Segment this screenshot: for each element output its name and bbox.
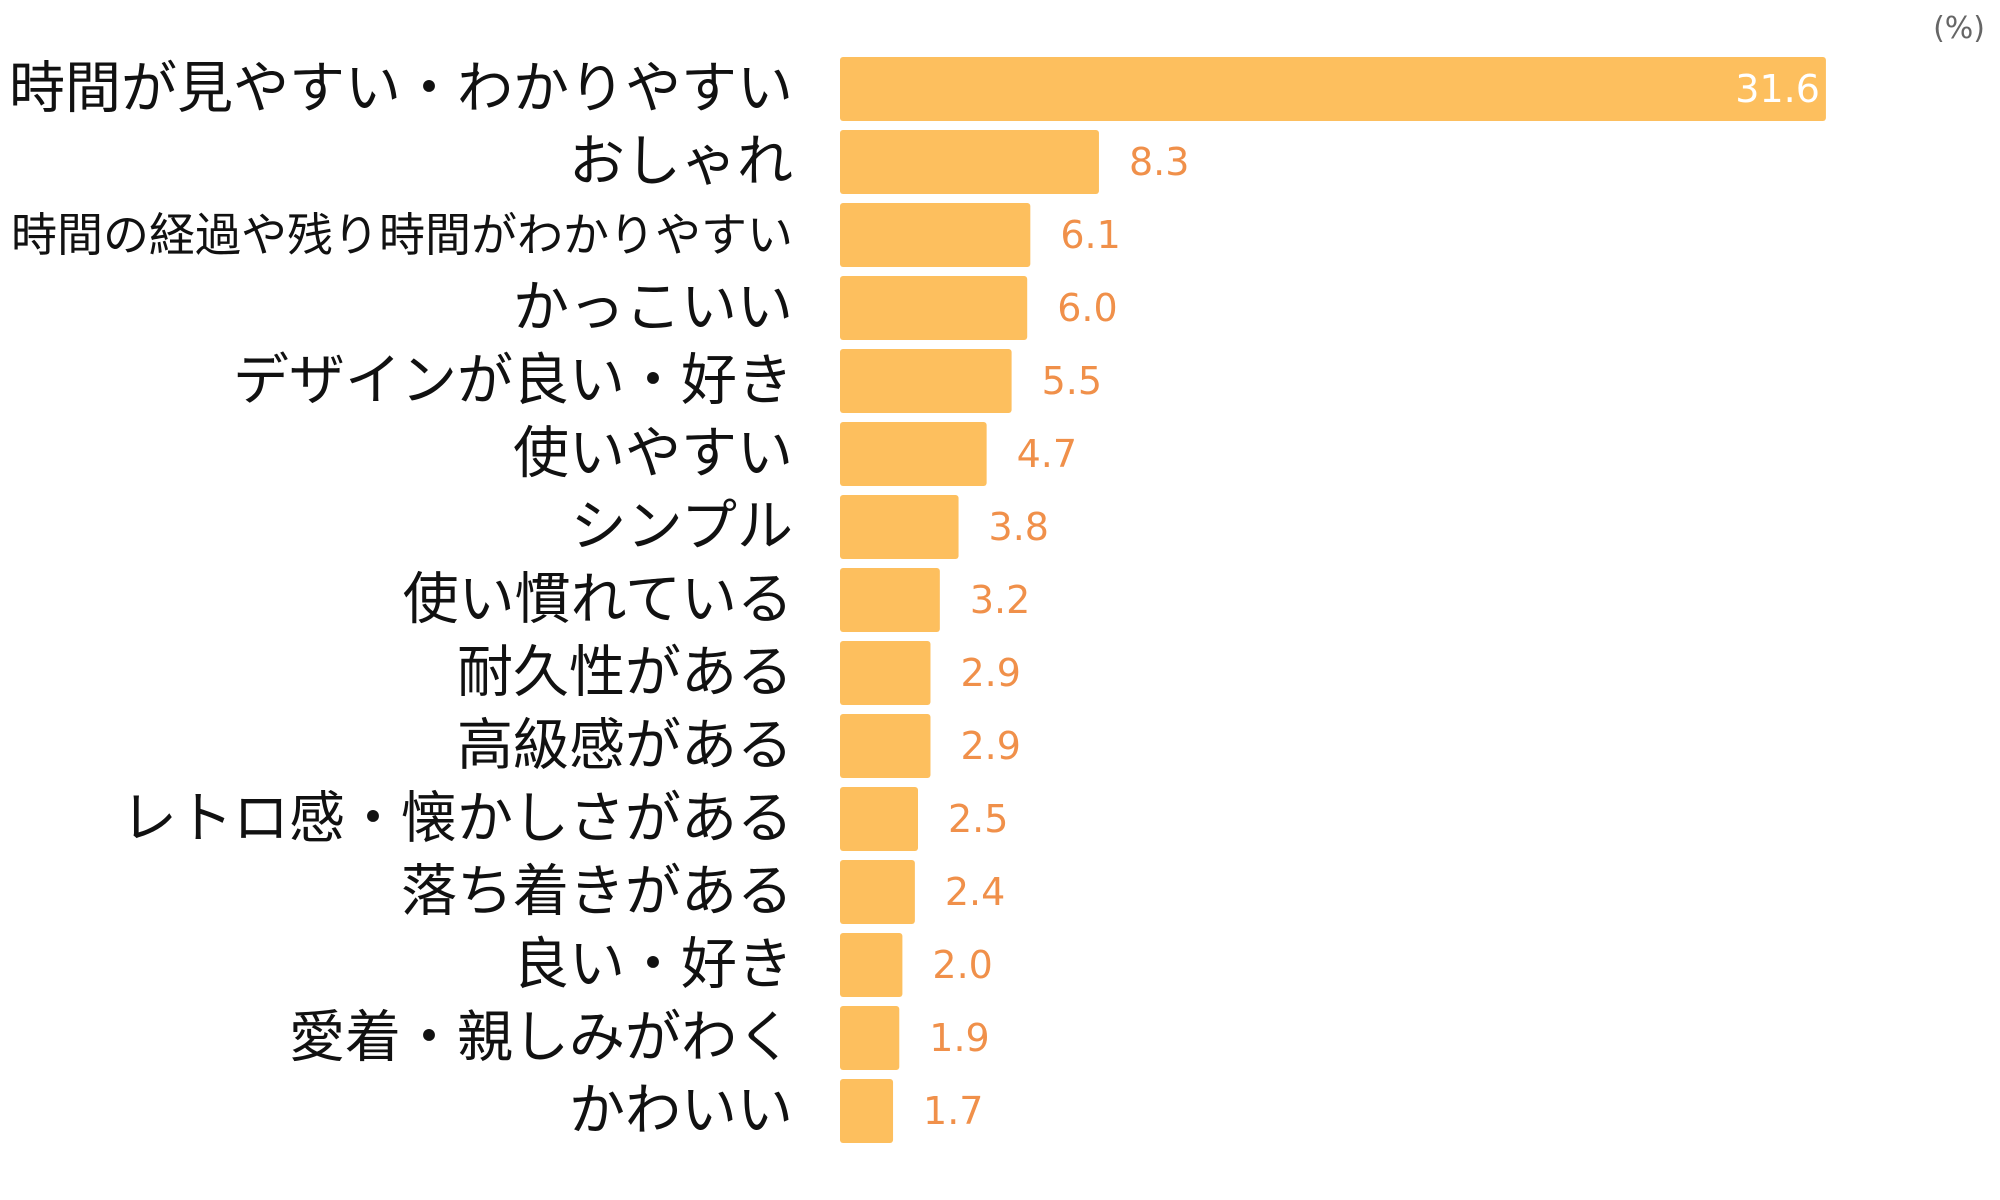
- category-label: 時間の経過や残り時間がわかりやすい: [11, 208, 793, 262]
- bar: [840, 860, 915, 924]
- value-label: 2.0: [932, 943, 992, 987]
- bar: [840, 495, 959, 559]
- value-label: 2.4: [945, 870, 1005, 914]
- bar: [840, 1006, 900, 1070]
- category-label: かっこいい: [513, 276, 793, 341]
- category-label: シンプル: [571, 495, 793, 560]
- bar: [840, 130, 1099, 194]
- value-label: 2.9: [960, 651, 1020, 695]
- bar: [840, 714, 931, 778]
- value-label: 8.3: [1129, 140, 1189, 184]
- value-label: 31.6: [1735, 67, 1820, 111]
- category-label: 使いやすい: [513, 422, 793, 487]
- category-label: 使い慣れている: [403, 568, 793, 633]
- category-label: 高級感がある: [457, 714, 793, 779]
- bar: [840, 276, 1028, 340]
- bar: [840, 422, 987, 486]
- value-label: 4.7: [1017, 432, 1077, 476]
- bar: [840, 349, 1012, 413]
- category-label: レトロ感・懐かしさがある: [121, 787, 793, 852]
- category-label: 耐久性がある: [457, 641, 793, 706]
- bar: [840, 203, 1031, 267]
- category-label: 落ち着きがある: [401, 860, 793, 925]
- category-label: 愛着・親しみがわく: [289, 1006, 793, 1071]
- bar: [840, 57, 1826, 121]
- value-label: 3.2: [970, 578, 1030, 622]
- bar: [840, 568, 940, 632]
- value-label: 1.9: [929, 1016, 989, 1060]
- bar: [840, 933, 903, 997]
- value-label: 5.5: [1042, 359, 1102, 403]
- bars-group: 時間が見やすい・わかりやすい 31.6 おしゃれ 8.3 時間の経過や残り時間がわかりや…: [9, 57, 1826, 1144]
- category-label: 良い・好き: [513, 933, 793, 998]
- value-label: 1.7: [923, 1089, 983, 1133]
- category-label: かわいい: [569, 1079, 793, 1144]
- bar: [840, 787, 918, 851]
- value-label: 2.9: [960, 724, 1020, 768]
- category-label: おしゃれ: [569, 130, 793, 195]
- bar: [840, 641, 931, 705]
- value-label: 6.0: [1057, 286, 1117, 330]
- value-label: 2.5: [948, 797, 1008, 841]
- value-label: 3.8: [989, 505, 1049, 549]
- value-label: 6.1: [1060, 213, 1120, 257]
- bar: [840, 1079, 894, 1143]
- category-label: デザインが良い・好き: [233, 349, 793, 414]
- unit-label: (%): [1933, 11, 1985, 46]
- category-label: 時間が見やすい・わかりやすい: [9, 57, 793, 122]
